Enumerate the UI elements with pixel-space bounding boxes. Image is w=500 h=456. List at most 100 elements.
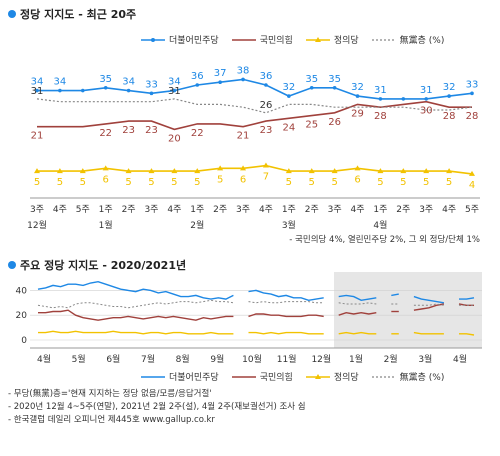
chart1-data-label-ppp: 23 (122, 125, 135, 136)
chart1-tick-label: 3주 (328, 204, 342, 215)
chart1-tick-label: 3주 (419, 204, 433, 215)
chart1-data-label-ppp: 25 (305, 120, 318, 131)
chart1-legend: 더불어민주당 국민의힘 정의당 無黨층 (%) (140, 33, 444, 46)
chart1-month-label: 1월 (99, 219, 113, 231)
chart1-tick-label: 3주 (236, 204, 250, 215)
chart1-point-justice (285, 168, 292, 174)
chart1-point-justice (102, 165, 109, 171)
chart1-point-dem (378, 97, 383, 101)
chart2-series-justice (338, 331, 377, 335)
chart1-point-dem (126, 88, 131, 93)
chart1-data-label-justice: 6 (240, 174, 246, 185)
legend2-justice-line-icon (305, 373, 330, 379)
chart1-data-label-ppp: 28 (443, 111, 456, 122)
chart1-tick-label: 4주 (53, 204, 67, 215)
chart1-data-label-ppp: 29 (351, 108, 364, 119)
chart1-point-dem (103, 85, 108, 90)
chart1-point-dem (35, 88, 39, 93)
chart1-data-label-none: 31 (31, 86, 44, 97)
chart1-point-justice (377, 168, 384, 174)
chart1-data-label-justice: 5 (217, 174, 223, 185)
legend2-dem: 더불어민주당 (140, 370, 219, 383)
chart1-data-label-justice: 5 (331, 177, 337, 188)
chart1-tick-label: 3주 (144, 204, 158, 215)
chart1-data-label-dem: 37 (214, 68, 227, 79)
legend2-none-line-icon (371, 375, 396, 378)
chart1-point-dem (332, 85, 337, 90)
chart1-point-justice (354, 165, 361, 171)
chart1-data-label-justice: 5 (400, 177, 406, 188)
legend2-none: 無黨층 (%) (371, 370, 445, 383)
chart1-data-label-dem: 33 (145, 79, 158, 90)
chart1-data-label-dem: 31 (374, 85, 387, 96)
chart1-tick-label: 1주 (190, 204, 204, 215)
chart1-data-label-dem: 35 (305, 74, 318, 85)
chart2-month-label: 8월 (176, 353, 190, 365)
chart1-data-label-none: 26 (260, 100, 273, 111)
chart2-series-justice (413, 331, 444, 335)
chart1-point-dem (172, 88, 177, 93)
chart1-data-label-justice: 4 (469, 180, 475, 191)
chart1-tick-label: 1주 (282, 204, 296, 215)
chart2-title: 주요 정당 지지도 - 2020/2021년 (8, 257, 186, 273)
chart2-month-label: 5월 (72, 353, 86, 365)
chart2-month-label: 4월 (37, 353, 51, 365)
note-survey-gaps: - 2020년 12월 4~5주(연말), 2021년 2월 2주(설), 4월… (8, 402, 306, 412)
chart2-title-text: 주요 정당 지지도 - 2020/2021년 (20, 259, 187, 272)
chart1-point-justice (240, 165, 247, 171)
chart1-data-label-justice: 5 (125, 177, 131, 188)
chart1-series-none (36, 98, 473, 114)
note-other-parties: - 국민의당 4%, 열린민주당 2%, 그 외 정당/단체 1% (289, 235, 480, 245)
chart1-data-label-ppp: 30 (420, 106, 433, 117)
chart1-data-label-justice: 5 (171, 177, 177, 188)
chart1-data-label-ppp: 22 (99, 128, 112, 139)
chart1-data-label-justice: 7 (263, 172, 269, 183)
chart1-data-label-justice: 6 (102, 174, 108, 185)
chart1-point-justice (34, 168, 40, 174)
chart1-title-text: 정당 지지도 - 최근 20주 (20, 8, 137, 21)
chart1-tick-label: 5주 (76, 204, 90, 215)
chart1-point-dem (401, 97, 406, 101)
chart1-point-dem (470, 91, 474, 96)
chart1-point-justice (262, 162, 269, 168)
chart1-data-label-ppp: 24 (282, 122, 295, 133)
chart1-point-dem (447, 94, 451, 98)
chart1-data-label-ppp: 20 (168, 133, 181, 144)
chart2-series-dem (248, 289, 324, 302)
chart1-data-label-dem: 34 (122, 77, 135, 88)
chart1-data-label-none: 31 (168, 86, 181, 97)
chart2-series-dem (459, 297, 475, 300)
legend-ppp-line-icon (231, 38, 256, 41)
chart1-data-label-justice: 5 (286, 177, 292, 188)
chart1-point-justice (308, 168, 315, 174)
legend-ppp-label: 국민의힘 (259, 36, 293, 46)
chart1-data-label-justice: 5 (423, 177, 429, 188)
chart1-point-justice (148, 168, 155, 174)
chart2-month-label: 9월 (210, 353, 224, 365)
chart1-data-label-dem: 38 (237, 65, 250, 76)
chart1-data-label-ppp: 22 (191, 128, 204, 139)
chart1-data-label-justice: 5 (194, 177, 200, 188)
chart2-series-ppp (248, 313, 324, 318)
chart1-data-label-justice: 5 (80, 177, 86, 188)
chart1-series-ppp (37, 100, 472, 131)
chart2-shaded-region (334, 272, 482, 348)
chart2-month-label: 2월 (384, 353, 398, 365)
chart2-month-label: 7월 (141, 353, 155, 365)
chart1-title: 정당 지지도 - 최근 20주 (8, 6, 136, 22)
chart1-data-label-ppp: 21 (31, 131, 44, 142)
chart1-data-label-ppp: 21 (237, 131, 250, 142)
legend2-none-label: 無黨층 (%) (399, 373, 445, 383)
note-source: - 한국갤럽 데일리 오피니언 제445호 www.gallup.co.kr (8, 415, 215, 425)
chart1-point-dem (309, 85, 314, 90)
chart1-tick-label: 2주 (122, 204, 136, 215)
chart1-data-label-ppp: 28 (466, 111, 479, 122)
chart1-tick-label: 5주 (465, 204, 479, 215)
chart2-month-label: 12월 (311, 353, 331, 365)
chart1-data-label-dem: 32 (351, 82, 364, 93)
legend2-justice: 정의당 (305, 370, 359, 383)
chart2-month-label: 6월 (106, 353, 120, 365)
chart1-data-label-dem: 34 (31, 77, 44, 88)
legend2-justice-label: 정의당 (333, 373, 359, 383)
chart1-tick-label: 4주 (259, 204, 273, 215)
